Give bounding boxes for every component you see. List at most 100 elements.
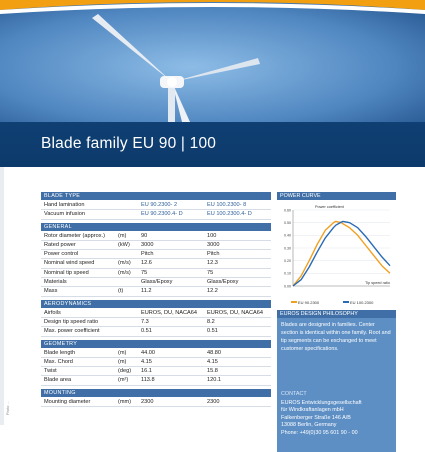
row-value-eu90: 12.6 <box>141 260 152 267</box>
row-label: Rotor diameter (approx.) <box>44 232 105 239</box>
power-curve-svg: 0.60 0.50 0.40 0.30 0.20 0.10 0.00 Power coeffi… <box>284 205 391 288</box>
row-value-eu100: 4.15 <box>207 358 218 365</box>
row-value-eu90: Pitch <box>141 251 154 258</box>
power-curve-chart: 0.60 0.50 0.40 0.30 0.20 0.10 0.00 Power coeffi… <box>277 200 396 308</box>
row-value-eu100: 100 <box>207 232 217 239</box>
table-row: Mass (t) 11.2 12.2 <box>41 287 271 297</box>
table-row: Materials Glass/Epoxy Glass/Epoxy <box>41 278 271 288</box>
table-row: Max. power coefficient 0.51 0.51 <box>41 327 271 337</box>
row-label: Max. power coefficient <box>44 328 100 335</box>
row-value-eu90: EUROS, DU, NACA64 <box>141 309 197 316</box>
section-header-mounting: MOUNTING <box>41 388 271 397</box>
row-value-eu90: 4.15 <box>141 358 152 365</box>
table-row: Twist (deg) 16.1 15.8 <box>41 367 271 377</box>
row-value-eu100: 12.2 <box>207 288 218 295</box>
table-row: Nominal tip speed (m/s) 75 75 <box>41 269 271 279</box>
row-value-eu90: 90 <box>141 232 148 239</box>
row-value-eu100: 3000 <box>207 241 220 248</box>
row-unit: (m/s) <box>118 260 131 267</box>
contact-line: für Windkraftanlagen mbH <box>281 407 344 414</box>
contact-line: Phone: +49(0)30 95 601 90 - 00 <box>281 429 358 436</box>
contact-header: CONTACT <box>281 391 307 397</box>
row-label: Mass <box>44 288 58 295</box>
row-value-eu100: Glass/Epoxy <box>207 279 239 286</box>
table-row: Max. Chord (m) 4.15 4.15 <box>41 358 271 368</box>
row-value-eu90: 3000 <box>141 241 154 248</box>
row-value-eu100: 8.2 <box>207 318 215 325</box>
contact-line: 13088 Berlin, Germany <box>281 422 337 429</box>
contact-line: EUROS Entwicklungsgesellschaft <box>281 399 362 406</box>
row-label: Vacuum infusion <box>44 211 85 218</box>
right-column: POWER CURVE 0.60 0.50 0.40 0.30 0.20 0.10 0.00… <box>277 192 396 452</box>
section-header-blade-type: BLADE TYPE <box>41 192 271 200</box>
row-value-eu90: EU 90.2300- 2 <box>141 202 178 208</box>
table-row: Rotor diameter (approx.) (m) 90 100 <box>41 232 271 241</box>
spec-table: BLADE TYPE Hand lamination EU 90.2300- 2… <box>41 192 271 408</box>
row-unit: (m²) <box>118 377 129 384</box>
row-value-eu100: EUROS, DU, NACA64 <box>207 309 263 316</box>
row-label: Design tip speed ratio <box>44 318 99 325</box>
hero-photo <box>0 0 425 122</box>
power-curve-header: POWER CURVE <box>277 192 396 200</box>
row-value-eu100: 15.8 <box>207 368 218 375</box>
section-header-general: GENERAL <box>41 222 271 231</box>
y-tick-label: 0.60 <box>284 208 291 212</box>
series-line-eu100 <box>292 220 391 287</box>
row-unit: (m) <box>118 349 127 356</box>
row-label: Mounting diameter <box>44 398 91 405</box>
row-label: Rated power <box>44 241 76 248</box>
row-value-eu100: 48.80 <box>207 349 221 356</box>
table-row: Nominal wind speed (m/s) 12.6 12.3 <box>41 259 271 269</box>
page-title: Blade family EU 90 | 100 <box>41 135 217 152</box>
row-value-eu100: Pitch <box>207 251 220 258</box>
row-value-eu90: 0.51 <box>141 328 152 335</box>
row-label: Airfoils <box>44 309 61 316</box>
row-value-eu90: Glass/Epoxy <box>141 279 173 286</box>
row-label: Power control <box>44 251 79 258</box>
row-label: Materials <box>44 279 67 286</box>
row-value-eu90: 16.1 <box>141 368 152 375</box>
table-row: Mounting diameter (mm) 2300 2300 <box>41 398 271 408</box>
philosophy-header: EUROS DESIGN PHILOSOPHY <box>277 310 396 318</box>
y-axis-label: Power coefficient <box>315 205 345 209</box>
row-unit: (mm) <box>118 398 132 405</box>
legend-label-eu100: EU 100.2300 <box>350 300 374 305</box>
row-label: Nominal wind speed <box>44 260 95 267</box>
row-label: Hand lamination <box>44 202 85 208</box>
row-label: Blade area <box>44 377 72 384</box>
row-value-eu100: 12.3 <box>207 260 218 267</box>
row-value-eu90: 7.3 <box>141 318 149 325</box>
table-row: Blade length (m) 44.00 48.80 <box>41 349 271 358</box>
table-row: Power control Pitch Pitch <box>41 250 271 260</box>
row-value-eu90: EU 90.2300.4- D <box>141 211 183 218</box>
table-row: Hand lamination EU 90.2300- 2 EU 100.230… <box>41 201 271 211</box>
legend-swatch-eu90 <box>291 300 297 305</box>
y-tick-label: 0.10 <box>284 272 291 276</box>
philosophy-text: Blades are designed in families. Center … <box>277 318 396 387</box>
x-axis-label: Tip speed ratio <box>365 281 390 285</box>
row-value-eu100: 75 <box>207 269 214 276</box>
legend-swatch-eu100 <box>343 300 349 305</box>
table-row: Blade area (m²) 113.8 120.1 <box>41 376 271 386</box>
contact-line: Falkenberger Straße 146 A/B <box>281 414 351 421</box>
row-value-eu100: 0.51 <box>207 328 218 335</box>
row-label: Blade length <box>44 349 76 356</box>
y-tick-label: 0.40 <box>284 234 291 238</box>
series-line-eu90 <box>292 220 391 287</box>
row-unit: (kW) <box>118 241 130 248</box>
table-row: Airfoils EUROS, DU, NACA64 EUROS, DU, NA… <box>41 309 271 318</box>
row-value-eu100: 2300 <box>207 398 220 405</box>
row-label: Twist <box>44 368 57 375</box>
table-row: Rated power (kW) 3000 3000 <box>41 241 271 251</box>
section-header-aerodynamics: AERODYNAMICS <box>41 299 271 308</box>
row-value-eu100: 120.1 <box>207 377 221 384</box>
chart-legend: EU 90.2300 EU 100.2300 <box>277 300 396 307</box>
row-value-eu100: EU 100.2300- 8 <box>207 202 247 208</box>
row-unit: (m) <box>118 232 127 239</box>
wind-turbine-illustration <box>0 0 425 122</box>
y-tick-label: 0.20 <box>284 259 291 263</box>
y-tick-label: 0.00 <box>284 284 291 288</box>
legend-label-eu90: EU 90.2300 <box>298 300 320 305</box>
contact-box: CONTACT EUROS Entwicklungsgesellschaft f… <box>277 387 396 452</box>
row-value-eu90: 2300 <box>141 398 154 405</box>
